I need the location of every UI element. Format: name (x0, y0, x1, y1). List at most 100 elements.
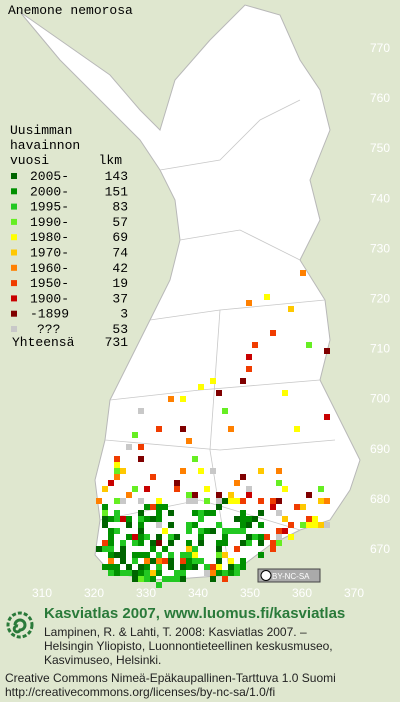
legend-label: 1990- (30, 215, 69, 230)
legend-label: 1995- (30, 200, 69, 215)
observation (246, 540, 252, 546)
grid-x-label: 320 (84, 586, 104, 600)
observation (186, 552, 192, 558)
observation (210, 576, 216, 582)
observation (216, 558, 222, 564)
observation (168, 540, 174, 546)
observation (216, 492, 222, 498)
logo-spiral (12, 618, 27, 634)
legend-label: 1950- (30, 276, 69, 291)
observation (228, 570, 234, 576)
observation (180, 396, 186, 402)
observation (108, 540, 114, 546)
observation (114, 474, 120, 480)
observation (276, 528, 282, 534)
legend-label: 1970- (30, 246, 69, 261)
legend-count: 57 (112, 215, 128, 230)
observation (144, 516, 150, 522)
observation (120, 546, 126, 552)
legend-swatch (11, 234, 17, 241)
observation (150, 540, 156, 546)
observation (258, 540, 264, 546)
observation (264, 294, 270, 300)
observation (168, 558, 174, 564)
grid-x-label: 360 (292, 586, 312, 600)
observation (114, 498, 120, 504)
observation (222, 408, 228, 414)
observation (132, 570, 138, 576)
observation (240, 510, 246, 516)
observation (198, 468, 204, 474)
legend-heading: vuosi (10, 153, 49, 168)
observation (234, 516, 240, 522)
observation (234, 564, 240, 570)
observation (114, 510, 120, 516)
observation (282, 390, 288, 396)
observation (126, 534, 132, 540)
observation (138, 576, 144, 582)
observation (168, 396, 174, 402)
observation (114, 468, 120, 474)
border (99, 499, 301, 531)
grid-y-label: 760 (370, 91, 390, 105)
observation (270, 498, 276, 504)
legend-heading: havainnon (10, 138, 80, 153)
legend-count: 143 (105, 169, 128, 184)
grid-y-label: 750 (370, 141, 390, 155)
license-line: Creative Commons Nimeä-Epäkaupallinen-Ta… (5, 671, 336, 685)
observation (138, 564, 144, 570)
legend-label: 1980- (30, 230, 69, 245)
observation (102, 510, 108, 516)
observation (102, 546, 108, 552)
observation (186, 522, 192, 528)
observation (138, 540, 144, 546)
observation (246, 366, 252, 372)
observation (174, 480, 180, 486)
observation (108, 480, 114, 486)
observation (126, 564, 132, 570)
observation (114, 552, 120, 558)
observation (252, 342, 258, 348)
observation (126, 492, 132, 498)
observation (180, 570, 186, 576)
observation (324, 522, 330, 528)
observation (114, 456, 120, 462)
observation (102, 540, 108, 546)
observation (270, 546, 276, 552)
observation (258, 552, 264, 558)
observation (192, 546, 198, 552)
observation (312, 516, 318, 522)
license-line: http://creativecommons.org/licenses/by-n… (5, 685, 275, 699)
observation (126, 444, 132, 450)
observation (168, 552, 174, 558)
observation (138, 456, 144, 462)
observation (108, 564, 114, 570)
total-label: Yhteensä (12, 335, 75, 350)
observation (108, 546, 114, 552)
observation (120, 558, 126, 564)
legend-heading: Uusimman (10, 123, 72, 138)
legend-label: 2000- (30, 184, 69, 199)
observation (144, 558, 150, 564)
observation (156, 570, 162, 576)
observation (156, 426, 162, 432)
observation (324, 498, 330, 504)
observation (162, 576, 168, 582)
grid-y-label: 680 (370, 492, 390, 506)
observation (258, 468, 264, 474)
observation (102, 564, 108, 570)
observation (198, 540, 204, 546)
observation (162, 558, 168, 564)
legend-swatch (11, 218, 17, 225)
observation (102, 522, 108, 528)
grid-x-label: 340 (188, 586, 208, 600)
observation (114, 528, 120, 534)
observation (192, 564, 198, 570)
observation (132, 486, 138, 492)
observation (138, 408, 144, 414)
observation (192, 522, 198, 528)
observation (240, 558, 246, 564)
legend-swatch (11, 203, 17, 210)
observation (120, 498, 126, 504)
